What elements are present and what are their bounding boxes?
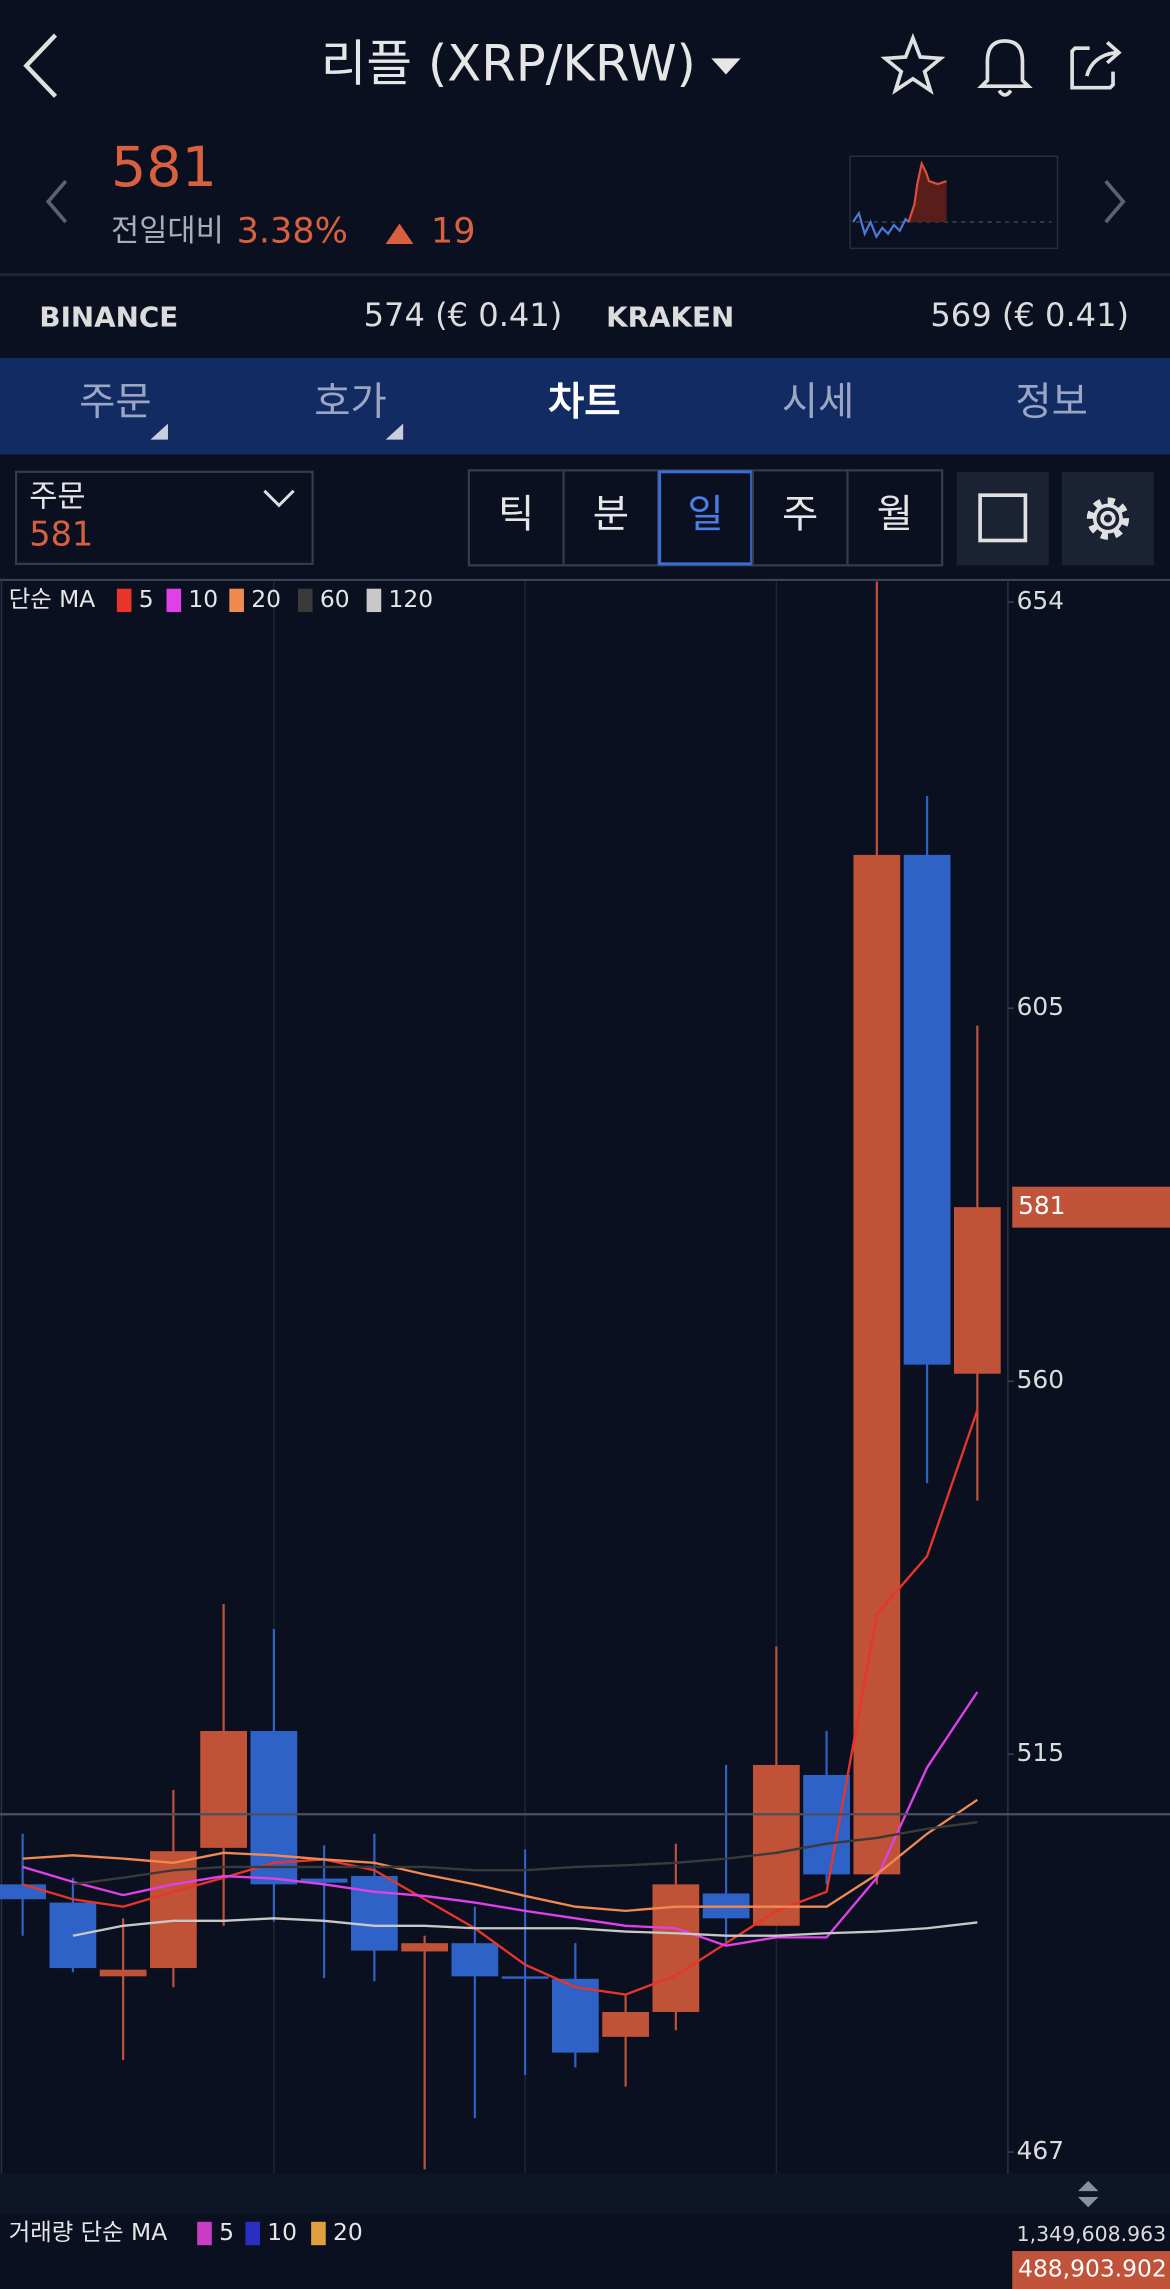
order-value: 581	[29, 515, 93, 554]
candle-body	[602, 2011, 649, 2037]
order-dropdown[interactable]	[263, 489, 295, 508]
legend-swatch	[311, 2221, 326, 2246]
candle-body	[953, 1207, 1001, 1374]
layout-button[interactable]	[956, 471, 1049, 566]
legend-entry: 10	[267, 2218, 297, 2246]
change-label: 전일대비	[111, 214, 224, 249]
ma-legend-label: 단순 MA	[9, 585, 96, 613]
legend-entry: 60	[320, 585, 350, 613]
period-button[interactable]: 월	[877, 492, 913, 538]
tab[interactable]: 시세	[782, 379, 855, 425]
legend-entry: 5	[139, 585, 154, 613]
legend-entry: 5	[219, 2218, 234, 2246]
period-selected	[658, 470, 754, 566]
y-tick-label: 605	[1017, 992, 1064, 1021]
y-tick-label: 560	[1017, 1365, 1064, 1394]
change-abs: 19	[431, 210, 476, 251]
candle-body	[903, 854, 951, 1365]
next-coin[interactable]	[1104, 179, 1126, 224]
legend-entry: 10	[188, 585, 218, 613]
legend-swatch	[116, 588, 132, 613]
tab[interactable]: 차트	[548, 379, 621, 425]
candle-body	[0, 1884, 47, 1900]
exchange-price: 574 (€ 0.41)	[364, 296, 563, 334]
candle-body	[451, 1943, 499, 1977]
settings-icon	[1092, 503, 1123, 534]
ma-line	[72, 1821, 978, 1886]
y-tick-label: 515	[1017, 1738, 1064, 1767]
candle-body	[300, 1878, 348, 1883]
period-button[interactable]: 틱	[498, 492, 534, 538]
exchange-price: 569 (€ 0.41)	[930, 296, 1129, 334]
candle-body	[401, 1943, 448, 1952]
legend-swatch	[297, 588, 313, 613]
candle-body	[803, 1774, 850, 1875]
candle-body	[200, 1730, 248, 1848]
volume-last-label: 488,903.902	[1018, 2255, 1167, 2283]
tab-bar	[0, 357, 1170, 455]
settings-hub	[1100, 510, 1116, 527]
candle-body	[99, 1969, 147, 1977]
legend-entry: 120	[389, 585, 434, 613]
date-axis	[0, 2173, 1170, 2215]
legend-entry: 20	[251, 585, 281, 613]
title: 리플 (XRP/KRW)	[321, 35, 696, 93]
candle-body	[351, 1876, 398, 1951]
tab[interactable]: 정보	[1015, 379, 1088, 425]
ma-line	[22, 1798, 978, 1913]
candle-body	[501, 1976, 549, 1979]
candle-body	[853, 854, 901, 1875]
volume-legend-label: 거래량 단순 MA	[9, 2218, 167, 2246]
share-button[interactable]	[1070, 40, 1122, 90]
last-price-label: 581	[1018, 1191, 1065, 1220]
volume-axis-max: 1,349,608.963	[1017, 2222, 1167, 2246]
tab-dropdown-mark	[385, 423, 404, 440]
settings-teeth	[1086, 497, 1130, 540]
sparkline-box	[849, 155, 1059, 250]
sparkline-up	[907, 160, 947, 223]
ma-line	[22, 1691, 979, 1947]
legend-swatch	[245, 2221, 260, 2246]
last-price-tag	[1012, 1186, 1170, 1228]
period-button[interactable]: 분	[593, 492, 629, 538]
order-label: 주문	[29, 480, 85, 515]
volume-last-tag	[1012, 2251, 1170, 2289]
legend-entry: 20	[333, 2218, 363, 2246]
prev-coin[interactable]	[45, 179, 68, 224]
y-tick-label: 654	[1017, 586, 1064, 615]
legend-swatch	[166, 588, 182, 613]
period-button[interactable]: 주	[782, 492, 818, 538]
sparkline-down	[852, 210, 910, 239]
candle-body	[551, 1978, 599, 2053]
candle-body	[652, 1884, 700, 2012]
ma-line	[72, 1917, 978, 1937]
back-button[interactable]	[23, 33, 58, 98]
candle-body	[250, 1730, 298, 1885]
layout-icon	[978, 493, 1028, 543]
favorite-button[interactable]	[880, 32, 946, 95]
exchange-name: BINANCE	[39, 300, 178, 333]
tab[interactable]: 주문	[79, 379, 152, 425]
ma-line	[22, 1409, 979, 1996]
legend-swatch	[197, 2221, 212, 2246]
title-dropdown[interactable]	[711, 58, 741, 75]
up-arrow	[385, 223, 414, 244]
period-button[interactable]: 일	[687, 492, 723, 538]
exchange-name: KRAKEN	[606, 300, 734, 333]
resize-handle[interactable]	[1077, 2180, 1099, 2208]
candle-body	[752, 1764, 800, 1926]
order-box[interactable]	[14, 470, 314, 565]
alert-button[interactable]	[977, 39, 1033, 97]
tab[interactable]: 호가	[314, 379, 387, 425]
y-tick-label: 467	[1017, 2136, 1064, 2165]
legend-swatch	[229, 588, 244, 613]
sparkline-area	[908, 163, 947, 223]
legend-swatch	[366, 588, 382, 613]
last-price: 581	[111, 135, 217, 200]
change-pct: 3.38%	[237, 210, 348, 251]
